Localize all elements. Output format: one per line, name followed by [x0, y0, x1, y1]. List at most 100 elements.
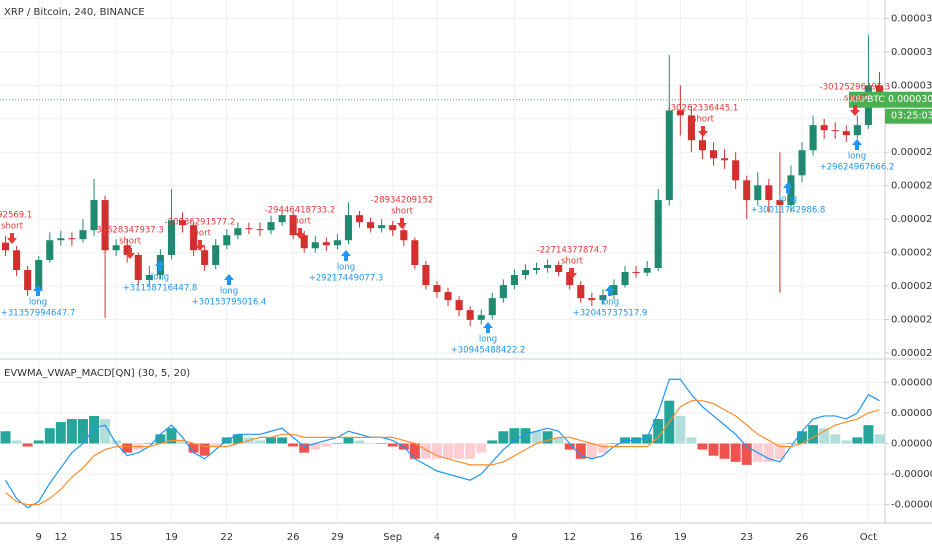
signal-amount: +30153795016.4 [192, 298, 267, 308]
candle-body [400, 230, 408, 241]
signal-arrow [7, 233, 17, 244]
candle-body [145, 275, 153, 281]
x-tick-label: 19 [674, 532, 687, 543]
histogram-bar [299, 443, 310, 453]
candle-body [765, 185, 773, 201]
countdown-tag [885, 108, 932, 124]
signal-label: long [337, 263, 355, 273]
histogram-bar [100, 419, 111, 444]
histogram-bar [89, 415, 100, 444]
histogram-bar [686, 437, 697, 444]
signal-arrow [852, 139, 862, 150]
candle-body [35, 259, 43, 291]
signal-label: long [479, 335, 497, 345]
signal-label: long [29, 298, 47, 308]
candle-body [57, 238, 65, 241]
histogram-bar [343, 437, 354, 444]
signal-amount: +30945488422.2 [451, 346, 526, 356]
histogram-bar [819, 428, 830, 444]
histogram-bar [420, 443, 431, 459]
signal-label: long [779, 195, 797, 205]
x-tick-label: 12 [54, 532, 67, 543]
x-tick-label: 16 [630, 532, 643, 543]
histogram-bar [564, 443, 575, 450]
signal-arrow [698, 126, 708, 137]
signal-amount: -30125296495.3 [820, 83, 891, 93]
candle-body [278, 215, 286, 223]
histogram-bar [697, 443, 708, 450]
candle-body [68, 238, 76, 240]
x-tick-label: 29 [331, 532, 344, 543]
candle-body [743, 180, 751, 201]
histogram-bar [431, 443, 442, 459]
indicator-line [5, 400, 880, 506]
candle-body [532, 267, 541, 271]
histogram-bar [144, 443, 155, 444]
histogram-bar [675, 415, 686, 444]
candle-body [698, 140, 707, 151]
histogram-bar [177, 440, 188, 444]
y-tick-label: -0.00000200 [891, 500, 932, 511]
y-tick-label: 0.00000200 [891, 377, 932, 388]
y-tick-label: 0.00003100 [891, 80, 932, 91]
candle-body [178, 220, 187, 226]
candle-body [389, 225, 397, 231]
histogram-bar [443, 443, 454, 459]
histogram-bar [254, 440, 265, 444]
candle-body [355, 215, 364, 223]
histogram-bar [22, 443, 33, 447]
candle-body [333, 240, 341, 246]
signal-label: long [220, 287, 238, 297]
candle-body [378, 225, 386, 229]
histogram-bar [531, 431, 542, 444]
histogram-bar [166, 428, 177, 444]
histogram-bar [498, 431, 509, 444]
histogram-bar [199, 443, 210, 456]
candle-body [256, 229, 264, 231]
labels-layer: 9 12 15 19 22 26 29 Sep 4 9 12 16 19 23 26 Oct 0.0000330… [0, 13, 932, 543]
signal-arrow [295, 228, 305, 239]
y-tick-label: 0.00003200 [891, 47, 932, 58]
candle-body [466, 310, 474, 320]
x-tick-label: 23 [740, 532, 753, 543]
histogram-bar [586, 443, 597, 459]
histogram-bar [509, 428, 520, 444]
y-tick-label: -0.00000100 [891, 469, 932, 480]
x-tick-label: Sep [383, 532, 402, 543]
y-tick-label: 0.00002300 [891, 348, 932, 359]
candle-body [544, 264, 552, 268]
histogram-bar [730, 443, 741, 462]
candle-body [555, 264, 563, 273]
signal-label: long [601, 298, 619, 308]
histogram-bar [785, 443, 796, 444]
signal-label: short [119, 237, 142, 247]
y-tick-label: 0.00000100 [891, 408, 932, 419]
signal-arrow [397, 218, 407, 229]
signal-label: short [189, 229, 212, 239]
histogram-bar [763, 443, 774, 462]
histogram-bar [797, 431, 808, 444]
histogram-bar [476, 443, 487, 453]
histogram-bar [741, 443, 752, 465]
histogram-bar [354, 440, 365, 444]
histogram-bar [642, 434, 653, 444]
candle-body [267, 222, 275, 231]
histogram-bar [863, 425, 874, 444]
histogram-bar [310, 443, 321, 450]
candle-body [676, 110, 684, 116]
indicator-title: EVWMA_VWAP_MACD[QN] (30, 5, 20) [4, 368, 190, 379]
y-tick-label: 0.00000000 [891, 438, 932, 449]
candle-body [599, 295, 607, 301]
histogram-bar [332, 443, 343, 444]
histogram-bar [232, 434, 243, 444]
candle-body [665, 110, 673, 201]
candle-body [588, 298, 596, 301]
histogram-bar [365, 443, 376, 444]
histogram-bar [874, 434, 885, 444]
candle-body [798, 150, 806, 176]
histogram-bar [808, 425, 819, 444]
candle-body [167, 220, 176, 255]
y-tick-label: 0.00003300 [891, 13, 932, 24]
candle-body [223, 235, 231, 246]
candle-body [234, 228, 242, 236]
